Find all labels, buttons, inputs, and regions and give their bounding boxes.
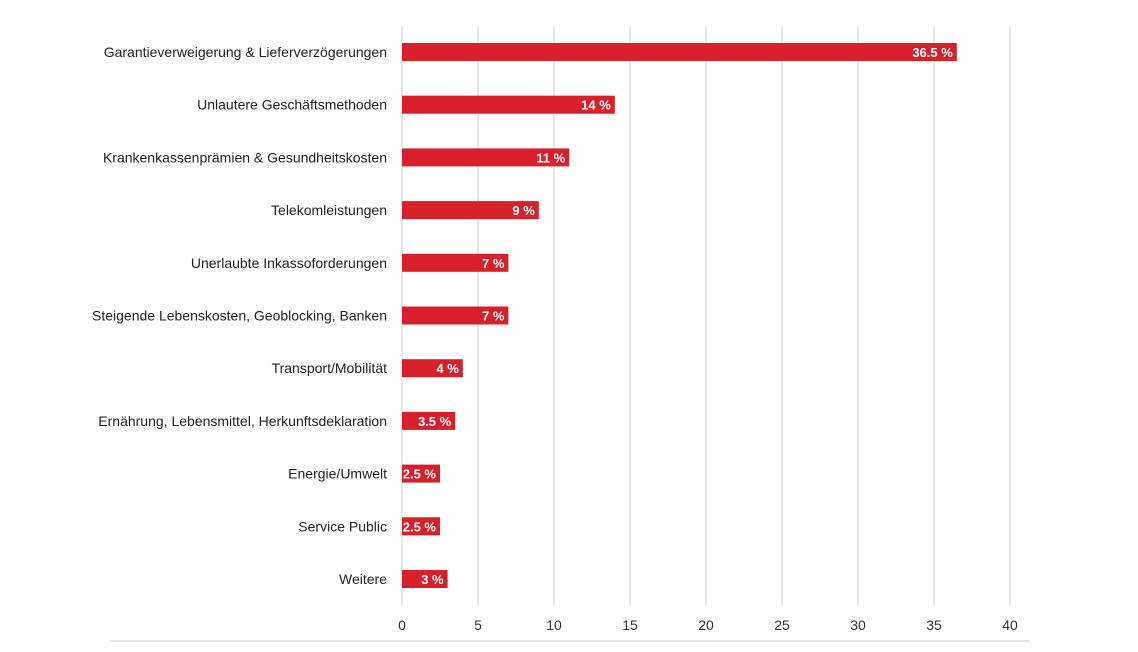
x-tick-label: 0 xyxy=(398,617,406,633)
category-label: Service Public xyxy=(298,518,387,534)
category-label: Unlautere Geschäftsmethoden xyxy=(197,97,387,113)
bar xyxy=(402,517,440,536)
x-tick-label: 15 xyxy=(622,617,638,633)
data-labels: 36.5 % 14 % 11 % 9 % 7 % 7 % 4 % 3.5 % 2.5 % 2.5 … xyxy=(403,45,953,587)
data-label: 36.5 % xyxy=(912,45,953,60)
data-label: 2.5 % xyxy=(403,519,437,534)
x-tick-label: 5 xyxy=(474,617,482,633)
x-tick-label: 20 xyxy=(698,617,714,633)
bar xyxy=(402,201,539,220)
x-tick-label: 30 xyxy=(850,617,866,633)
data-label: 9 % xyxy=(512,203,535,218)
data-label: 7 % xyxy=(482,309,505,324)
bar xyxy=(402,570,448,588)
data-label: 2.5 % xyxy=(403,467,437,482)
x-tick-label: 10 xyxy=(546,617,562,633)
bar xyxy=(402,464,440,483)
data-label: 3.5 % xyxy=(418,414,452,429)
category-label: Energie/Umwelt xyxy=(288,466,387,482)
x-tick-label: 40 xyxy=(1002,617,1018,633)
x-tick-label: 25 xyxy=(774,617,790,633)
category-label: Weitere xyxy=(339,571,387,587)
category-label: Krankenkassenprämien & Gesundheitskosten xyxy=(103,149,387,165)
x-axis-ticks: 0 5 10 15 20 25 30 35 40 xyxy=(398,617,1018,633)
data-label: 4 % xyxy=(436,361,459,376)
category-labels: Garantieverweigerung & Lieferverzögerung… xyxy=(92,44,387,587)
grid-lines xyxy=(401,26,1011,606)
bar xyxy=(402,43,957,61)
bar xyxy=(402,359,463,378)
bar xyxy=(402,411,456,430)
category-label: Transport/Mobilität xyxy=(272,360,388,376)
category-label: Unerlaubte Inkassoforderungen xyxy=(191,255,387,271)
x-tick-label: 35 xyxy=(926,617,942,633)
bars xyxy=(402,43,957,588)
bar xyxy=(402,148,570,167)
bar xyxy=(402,253,509,272)
category-label: Steigende Lebenskosten, Geoblocking, Ban… xyxy=(92,308,387,324)
bar xyxy=(402,306,509,325)
data-label: 3 % xyxy=(421,572,444,587)
category-label: Garantieverweigerung & Lieferverzögerung… xyxy=(104,44,387,60)
data-label: 14 % xyxy=(581,98,611,113)
category-label: Ernährung, Lebensmittel, Herkunftsdeklar… xyxy=(98,413,387,429)
bar xyxy=(402,95,615,114)
data-label: 11 % xyxy=(536,150,565,165)
category-label: Telekomleistungen xyxy=(271,202,387,218)
data-label: 7 % xyxy=(482,256,505,271)
